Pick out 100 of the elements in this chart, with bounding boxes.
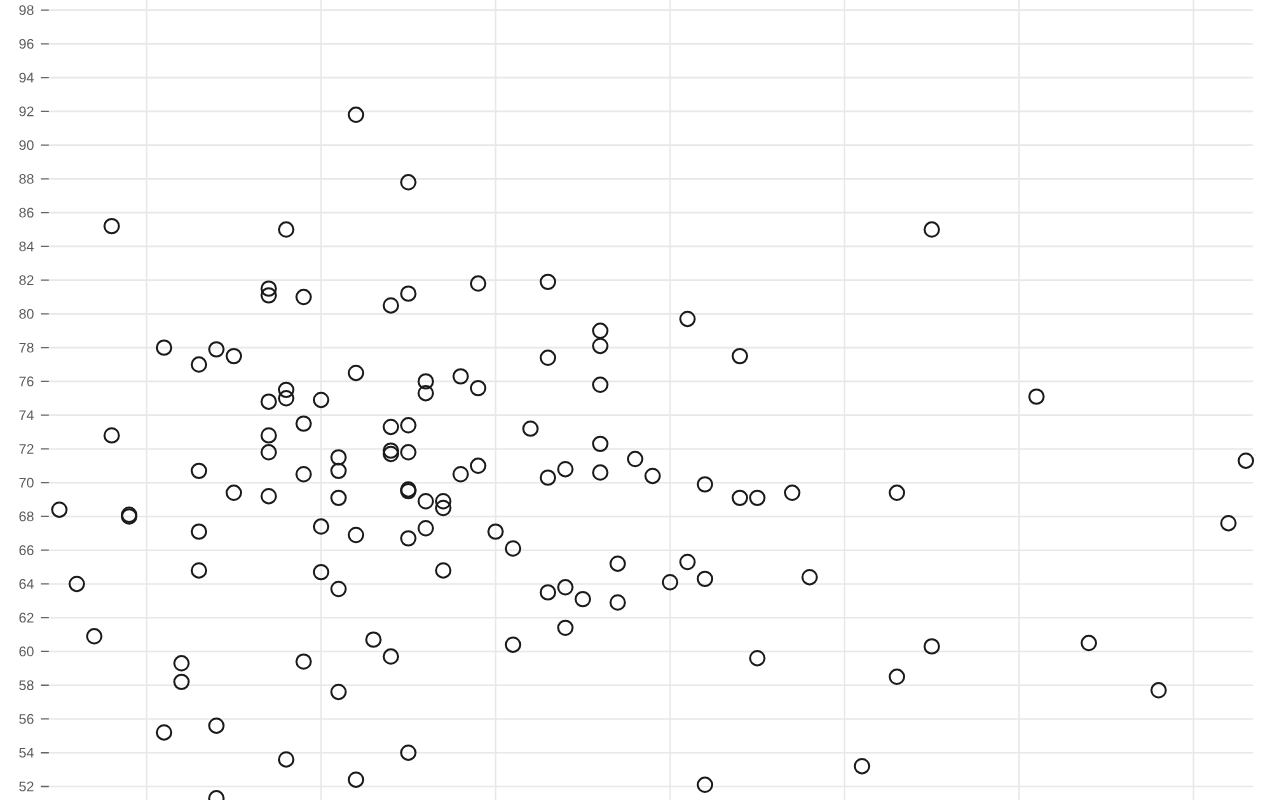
point bbox=[417, 493, 434, 510]
point bbox=[208, 717, 225, 734]
point bbox=[400, 285, 417, 302]
point bbox=[260, 393, 277, 410]
point bbox=[190, 523, 208, 540]
point bbox=[469, 379, 487, 397]
point bbox=[347, 526, 365, 544]
point bbox=[539, 273, 557, 291]
point bbox=[295, 466, 312, 483]
point bbox=[277, 751, 295, 768]
point bbox=[400, 744, 417, 761]
point bbox=[347, 771, 365, 788]
point bbox=[225, 347, 243, 365]
point bbox=[435, 562, 452, 579]
point bbox=[312, 563, 330, 581]
point bbox=[173, 655, 190, 672]
point bbox=[260, 287, 277, 304]
point bbox=[312, 518, 330, 535]
point bbox=[190, 562, 208, 579]
point bbox=[435, 493, 452, 510]
point bbox=[644, 467, 661, 485]
point bbox=[400, 444, 417, 461]
point bbox=[382, 442, 400, 459]
point bbox=[417, 520, 434, 537]
point bbox=[452, 368, 469, 385]
point bbox=[173, 673, 190, 691]
point bbox=[557, 619, 574, 637]
point bbox=[260, 280, 277, 297]
point bbox=[277, 221, 295, 238]
point bbox=[1237, 452, 1255, 469]
point bbox=[347, 364, 365, 382]
point bbox=[330, 489, 347, 507]
point bbox=[382, 648, 400, 665]
point bbox=[260, 444, 277, 461]
point bbox=[504, 636, 522, 653]
point bbox=[330, 449, 347, 466]
point bbox=[400, 530, 417, 547]
point bbox=[417, 385, 434, 402]
point bbox=[749, 489, 766, 507]
point bbox=[103, 427, 120, 444]
point bbox=[277, 390, 295, 407]
point bbox=[51, 501, 68, 518]
point bbox=[557, 460, 574, 478]
point bbox=[696, 776, 714, 793]
point bbox=[400, 417, 417, 434]
point bbox=[923, 638, 940, 655]
point bbox=[330, 580, 347, 598]
point bbox=[260, 487, 277, 505]
point bbox=[382, 445, 400, 463]
point bbox=[609, 555, 626, 572]
point bbox=[557, 579, 574, 596]
point bbox=[277, 381, 295, 399]
point bbox=[365, 631, 382, 648]
point bbox=[260, 427, 277, 444]
point bbox=[155, 724, 173, 741]
point bbox=[574, 590, 591, 608]
point bbox=[400, 174, 417, 191]
point bbox=[208, 341, 225, 358]
point bbox=[295, 415, 312, 432]
point bbox=[592, 376, 609, 393]
point bbox=[923, 221, 940, 238]
point bbox=[522, 420, 539, 437]
point bbox=[1220, 514, 1237, 532]
point bbox=[1150, 682, 1167, 699]
point bbox=[504, 540, 522, 557]
point bbox=[1080, 634, 1098, 652]
point bbox=[225, 484, 243, 501]
point bbox=[592, 435, 609, 453]
point bbox=[1028, 388, 1045, 405]
point bbox=[592, 464, 609, 481]
point bbox=[853, 758, 871, 775]
point bbox=[731, 347, 749, 365]
point bbox=[679, 553, 696, 571]
point bbox=[330, 683, 347, 701]
point bbox=[626, 450, 644, 468]
point bbox=[190, 462, 208, 480]
point bbox=[661, 574, 679, 591]
point bbox=[749, 650, 766, 667]
point bbox=[347, 106, 365, 123]
point bbox=[295, 288, 312, 306]
point bbox=[68, 575, 85, 593]
point bbox=[382, 418, 400, 436]
point bbox=[382, 297, 400, 314]
point bbox=[783, 484, 801, 501]
point bbox=[155, 339, 173, 356]
point bbox=[539, 469, 557, 486]
point bbox=[103, 217, 120, 235]
point bbox=[435, 499, 452, 517]
point bbox=[696, 476, 714, 493]
point bbox=[330, 462, 347, 480]
point bbox=[539, 349, 557, 366]
point bbox=[801, 568, 818, 586]
point bbox=[731, 489, 749, 507]
point bbox=[679, 310, 696, 328]
point bbox=[469, 457, 487, 475]
point bbox=[469, 275, 487, 292]
point bbox=[190, 356, 208, 373]
point bbox=[592, 322, 609, 339]
point bbox=[86, 628, 103, 645]
point bbox=[696, 570, 714, 588]
